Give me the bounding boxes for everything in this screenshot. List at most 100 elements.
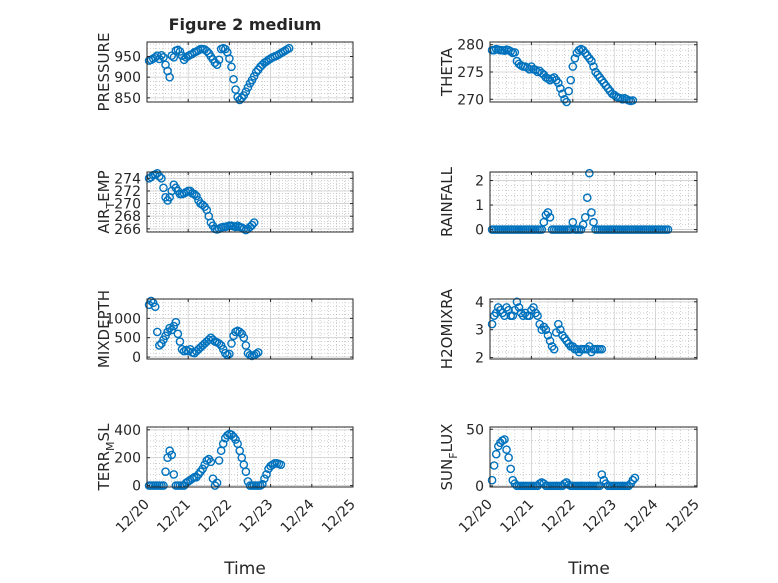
data-point [268, 460, 277, 469]
y-tick-label: 270 [457, 92, 484, 108]
data-point [214, 339, 224, 348]
data-point [227, 62, 236, 72]
y-axis-label: H2OMIXRA [438, 288, 456, 369]
data-point [202, 46, 212, 56]
data-point [171, 317, 181, 327]
y-tick-label: 268 [114, 209, 141, 225]
data-point [508, 311, 518, 321]
data-point [237, 93, 247, 103]
y-tick-label: 950 [114, 49, 141, 65]
y-tick-label: 4 [475, 295, 484, 311]
data-point [554, 78, 563, 88]
data-point [582, 193, 592, 203]
data-point [504, 453, 513, 462]
data-point [190, 189, 199, 199]
data-point [545, 213, 555, 222]
y-tick-label: 0 [475, 223, 484, 239]
y-tick-label: 500 [114, 331, 141, 347]
axes-background [147, 427, 353, 487]
y-axis-label: AIRTEMP [95, 170, 117, 233]
data-point [206, 457, 216, 467]
data-point [159, 183, 168, 193]
data-point [504, 305, 513, 315]
data-point [155, 172, 164, 181]
y-axis-label: RAINFALL [438, 166, 456, 237]
data-point [227, 339, 236, 348]
data-point [506, 46, 516, 56]
figure-title: Figure 2 medium [169, 15, 322, 34]
data-point [229, 74, 238, 84]
data-point [198, 464, 207, 474]
axes-background [490, 172, 697, 232]
data-point [169, 470, 179, 479]
data-point [192, 191, 201, 201]
data-point [663, 225, 673, 234]
data-point [212, 60, 222, 70]
data-point [231, 85, 240, 94]
y-axis-label: THETA [438, 47, 456, 97]
y-tick-label: 1 [475, 198, 484, 214]
data-point [545, 336, 555, 346]
data-point [568, 62, 578, 71]
data-point [231, 435, 240, 444]
axes-box [146, 298, 354, 360]
y-axis-label: TERRMSL [95, 423, 117, 492]
data-point [253, 348, 263, 357]
data-point [487, 475, 497, 485]
y-tick-label: 274 [114, 171, 141, 187]
data-point [554, 319, 563, 329]
data-point [255, 481, 265, 490]
data-point [597, 470, 607, 479]
data-point [249, 72, 259, 81]
data-point [570, 54, 580, 63]
axes-box [146, 41, 354, 103]
subplot-rainfall: 0 1 2 RAINFALL [438, 166, 698, 239]
data-point [159, 53, 168, 62]
data-point [543, 208, 553, 217]
data-point [251, 67, 261, 77]
axes-box [489, 171, 698, 233]
data-point [188, 474, 197, 483]
y-tick-label: 272 [114, 184, 141, 200]
y-tick-label: 1000 [105, 311, 141, 327]
data-point [491, 449, 501, 459]
data-point [173, 45, 183, 55]
data-point [487, 319, 497, 329]
data-point [502, 445, 511, 454]
data-point [276, 460, 286, 469]
data-point [202, 456, 212, 465]
x-axis-label-left: Time [223, 559, 266, 579]
data-point [628, 96, 638, 105]
y-tick-label: 900 [114, 70, 141, 86]
y-tick-label: 0 [132, 479, 141, 495]
data-point [284, 43, 294, 53]
data-point [241, 87, 251, 96]
data-point [218, 439, 228, 449]
data-point [212, 478, 222, 488]
data-point [165, 446, 174, 456]
data-point [576, 225, 586, 234]
y-tick-label: 0 [475, 479, 484, 495]
y-tick-label: 280 [457, 38, 484, 54]
data-point [506, 464, 516, 474]
subplot-h2omixra: 2 3 4 H2OMIXRA [438, 288, 698, 369]
data-point [543, 74, 553, 83]
data-point [514, 303, 524, 312]
y-tick-label: 200 [114, 451, 141, 467]
data-point [580, 213, 590, 222]
data-point [177, 51, 187, 60]
data-point [549, 344, 559, 354]
data-point [165, 323, 174, 333]
data-point [510, 48, 520, 57]
y-tick-label: 3 [475, 323, 484, 339]
data-point [500, 311, 509, 321]
data-point [556, 325, 565, 334]
data-point [198, 200, 207, 210]
data-point [556, 84, 565, 93]
